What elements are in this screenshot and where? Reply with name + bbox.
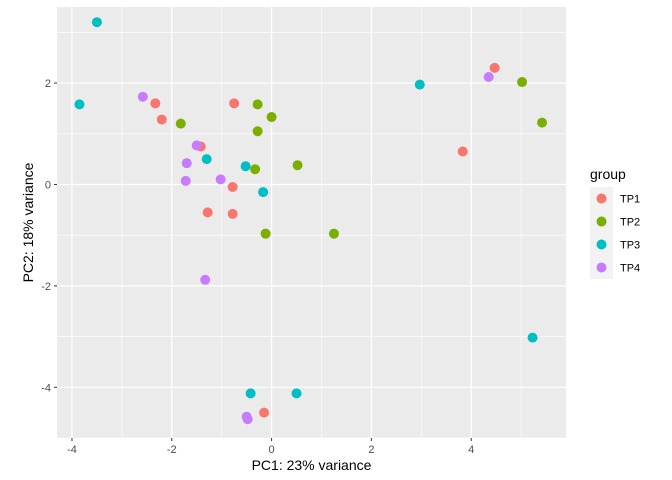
data-point-tp4 [180, 175, 191, 186]
data-point-tp3 [527, 332, 538, 343]
data-point-tp1 [150, 98, 161, 109]
minor-gridlines [57, 7, 566, 439]
legend-label-tp3: TP3 [620, 240, 640, 252]
x-axis: -4 -2 0 2 4 [67, 438, 474, 456]
data-point-tp3 [245, 388, 256, 399]
data-point-tp4 [215, 174, 226, 185]
x-tick-label: -2 [167, 444, 177, 456]
x-tick-label: 2 [368, 444, 374, 456]
legend: group TP1 TP2 TP3 TP4 [590, 166, 640, 279]
legend-title: group [590, 166, 626, 182]
data-point-tp3 [414, 79, 425, 90]
x-tick-label: -4 [67, 444, 77, 456]
data-point-tp4 [191, 140, 202, 151]
data-point-tp3 [240, 161, 251, 172]
data-point-tp4 [483, 71, 494, 82]
data-point-tp3 [74, 99, 85, 110]
data-point-tp1 [259, 407, 270, 418]
data-point-tp2 [260, 228, 271, 239]
data-point-tp3 [291, 388, 302, 399]
data-point-tp4 [137, 91, 148, 102]
legend-label-tp2: TP2 [620, 217, 640, 229]
data-point-tp1 [227, 182, 238, 193]
legend-label-tp4: TP4 [620, 263, 640, 275]
data-point-tp2 [537, 117, 548, 128]
data-point-tp2 [250, 164, 261, 175]
y-axis: -4 -2 0 2 [41, 78, 57, 394]
data-point-tp3 [91, 17, 102, 28]
panel-background [57, 7, 566, 438]
data-point-tp2 [252, 99, 263, 110]
data-point-tp4 [200, 274, 211, 285]
legend-swatch-tp3 [596, 239, 607, 250]
y-tick-label: 0 [45, 179, 51, 191]
data-point-tp4 [181, 158, 192, 169]
legend-swatch-tp2 [596, 216, 607, 227]
y-tick-label: -2 [41, 281, 51, 293]
data-point-tp2 [252, 126, 263, 137]
x-tick-label: 4 [468, 444, 474, 456]
data-point-tp2 [328, 228, 339, 239]
major-gridlines [57, 7, 566, 438]
data-point-tp2 [266, 112, 277, 123]
y-tick-label: -4 [41, 382, 51, 394]
legend-swatch-tp4 [596, 262, 607, 273]
y-axis-title: PC2: 18% variance [20, 162, 36, 282]
data-point-tp2 [517, 77, 528, 88]
data-point-tp4 [241, 411, 252, 422]
data-point-tp3 [258, 187, 269, 198]
data-point-tp1 [229, 98, 240, 109]
y-tick-label: 2 [45, 78, 51, 90]
data-points [74, 17, 548, 425]
legend-label-tp1: TP1 [620, 194, 640, 206]
data-point-tp3 [201, 154, 212, 165]
data-point-tp1 [202, 207, 213, 218]
data-point-tp1 [227, 208, 238, 219]
x-tick-label: 0 [269, 444, 275, 456]
legend-swatch-tp1 [596, 193, 607, 204]
x-axis-title: PC1: 23% variance [252, 457, 372, 473]
data-point-tp2 [292, 160, 303, 171]
data-point-tp1 [489, 62, 500, 73]
data-point-tp2 [175, 118, 186, 129]
data-point-tp1 [457, 146, 468, 157]
data-point-tp1 [156, 114, 167, 125]
